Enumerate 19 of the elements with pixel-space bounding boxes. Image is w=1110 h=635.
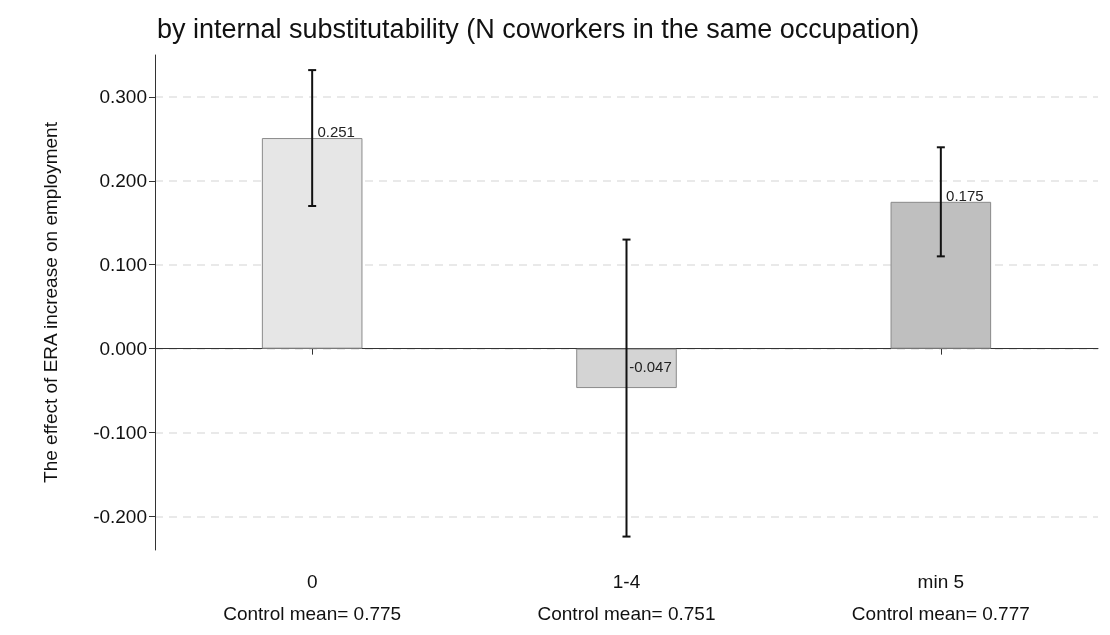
bar bbox=[576, 348, 677, 389]
y-tick-label: 0.100 bbox=[99, 254, 147, 276]
text: Control mean= 0.775 bbox=[223, 602, 402, 624]
bar bbox=[890, 201, 992, 349]
x-tick-label: min 5 bbox=[917, 571, 965, 592]
y-axis-title: The effect of ERA increase on employment bbox=[40, 121, 61, 483]
y-tick-label: -0.100 bbox=[93, 422, 147, 444]
data-label: 0.251 bbox=[317, 123, 355, 141]
chart-title: by internal substitutability (N coworkers in the same occupation) bbox=[157, 13, 920, 44]
text: Control mean= 0.751 bbox=[537, 602, 716, 624]
y-tick-label: -0.200 bbox=[93, 505, 147, 527]
y-tick-label: 0.200 bbox=[99, 170, 147, 192]
data-label: 0.175 bbox=[946, 186, 984, 204]
x-tick-label: 0 bbox=[306, 571, 318, 592]
x-tick-label: 1-4 bbox=[612, 571, 641, 592]
data-label: -0.047 bbox=[629, 357, 672, 375]
text: Control mean= 0.777 bbox=[851, 602, 1030, 624]
y-tick-label: 0.300 bbox=[99, 86, 147, 108]
y-tick-label: 0.000 bbox=[99, 338, 147, 360]
